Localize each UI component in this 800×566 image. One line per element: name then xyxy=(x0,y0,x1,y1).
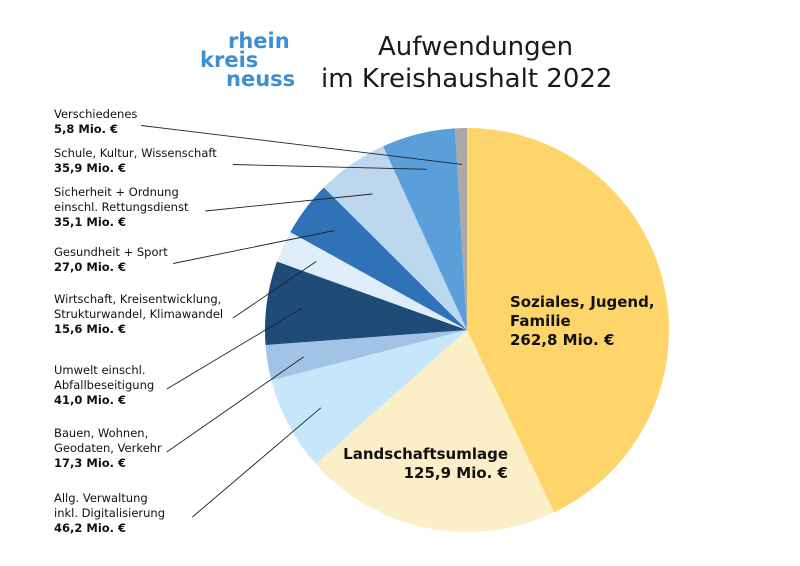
chart-title-line-1: Aufwendungen xyxy=(378,32,573,62)
pie-slice xyxy=(454,128,467,330)
leader-line xyxy=(166,307,304,390)
slice-label-line: 46,2 Mio. € xyxy=(54,521,126,535)
pie-slice xyxy=(323,146,467,330)
leader-line xyxy=(232,261,317,319)
pie-slice xyxy=(315,330,555,533)
logo-line-1: rhein xyxy=(228,29,290,53)
pie-slice xyxy=(290,187,467,330)
leader-line xyxy=(141,125,463,165)
slice-label-line: Sicherheit + Ordnung xyxy=(54,185,179,199)
logo: rhein kreis neuss xyxy=(200,29,295,91)
slice-label-line: Verschiedenes xyxy=(54,107,137,121)
slice-label-line: einschl. Rettungsdienst xyxy=(54,200,189,214)
slice-label: Landschaftsumlage 125,9 Mio. € xyxy=(343,445,508,482)
slice-label: Bauen, Wohnen, Geodaten, Verkehr 17,3 Mio.… xyxy=(54,426,162,470)
leader-line xyxy=(173,230,335,264)
slice-label: Verschiedenes 5,8 Mio. € xyxy=(54,107,137,136)
pie-slice xyxy=(265,330,467,381)
slice-label-line: 27,0 Mio. € xyxy=(54,260,126,274)
slice-label: Allg. Verwaltung inkl. Digitalisierung 46,… xyxy=(54,491,165,535)
leader-line xyxy=(166,356,304,453)
pie-slice xyxy=(467,128,670,513)
slice-label-line: 41,0 Mio. € xyxy=(54,393,126,407)
slice-label-line: 5,8 Mio. € xyxy=(54,122,118,136)
slice-label: Gesundheit + Sport 27,0 Mio. € xyxy=(54,245,168,274)
slice-label-line: 35,9 Mio. € xyxy=(54,161,126,175)
slice-label-line: Familie xyxy=(510,312,571,330)
slice-labels: Soziales, Jugend, Familie 262,8 Mio. € Land… xyxy=(54,107,655,535)
slice-label: Sicherheit + Ordnung einschl. Rettungsdie… xyxy=(54,185,189,229)
slice-label-line: inkl. Digitalisierung xyxy=(54,506,165,520)
slice-label-line: Bauen, Wohnen, xyxy=(54,426,148,440)
slice-label-line: 17,3 Mio. € xyxy=(54,456,126,470)
slice-label: Umwelt einschl. Abfallbeseitigung 41,0 Mio… xyxy=(54,363,154,407)
slice-label: Soziales, Jugend, Familie 262,8 Mio. € xyxy=(510,293,655,349)
slice-label-line: 35,1 Mio. € xyxy=(54,215,126,229)
leader-line xyxy=(192,407,322,518)
leader-line xyxy=(232,164,428,170)
slice-label-line: Gesundheit + Sport xyxy=(54,245,168,259)
slice-label-line: Schule, Kultur, Wissenschaft xyxy=(54,146,217,160)
slice-label-line: 125,9 Mio. € xyxy=(404,464,508,482)
slice-label-line: Umwelt einschl. xyxy=(54,363,145,377)
pie-slice xyxy=(265,261,467,346)
slice-label-line: 262,8 Mio. € xyxy=(510,331,614,349)
slice-label: Schule, Kultur, Wissenschaft 35,9 Mio. € xyxy=(54,146,217,175)
slice-label-line: Landschaftsumlage xyxy=(343,445,508,463)
logo-line-2: kreis xyxy=(200,48,258,72)
slice-label-line: Allg. Verwaltung xyxy=(54,491,148,505)
logo-line-3: neuss xyxy=(226,67,295,91)
pie-slice xyxy=(271,330,467,465)
pie-slices xyxy=(265,128,670,533)
pie-slice xyxy=(383,128,467,330)
leader-line xyxy=(205,193,373,212)
slice-label-line: Abfallbeseitigung xyxy=(54,378,154,392)
slice-label-line: Strukturwandel, Klimawandel xyxy=(54,307,223,321)
pie-slice xyxy=(276,232,467,330)
leader-lines xyxy=(141,125,463,518)
slice-label-line: Geodaten, Verkehr xyxy=(54,441,162,455)
slice-label-line: 15,6 Mio. € xyxy=(54,322,126,336)
chart-title-line-2: im Kreishaushalt 2022 xyxy=(321,64,612,94)
slice-label: Wirtschaft, Kreisentwicklung, Strukturwan… xyxy=(54,292,223,336)
slice-label-line: Soziales, Jugend, xyxy=(510,293,655,311)
slice-label-line: Wirtschaft, Kreisentwicklung, xyxy=(54,292,221,306)
